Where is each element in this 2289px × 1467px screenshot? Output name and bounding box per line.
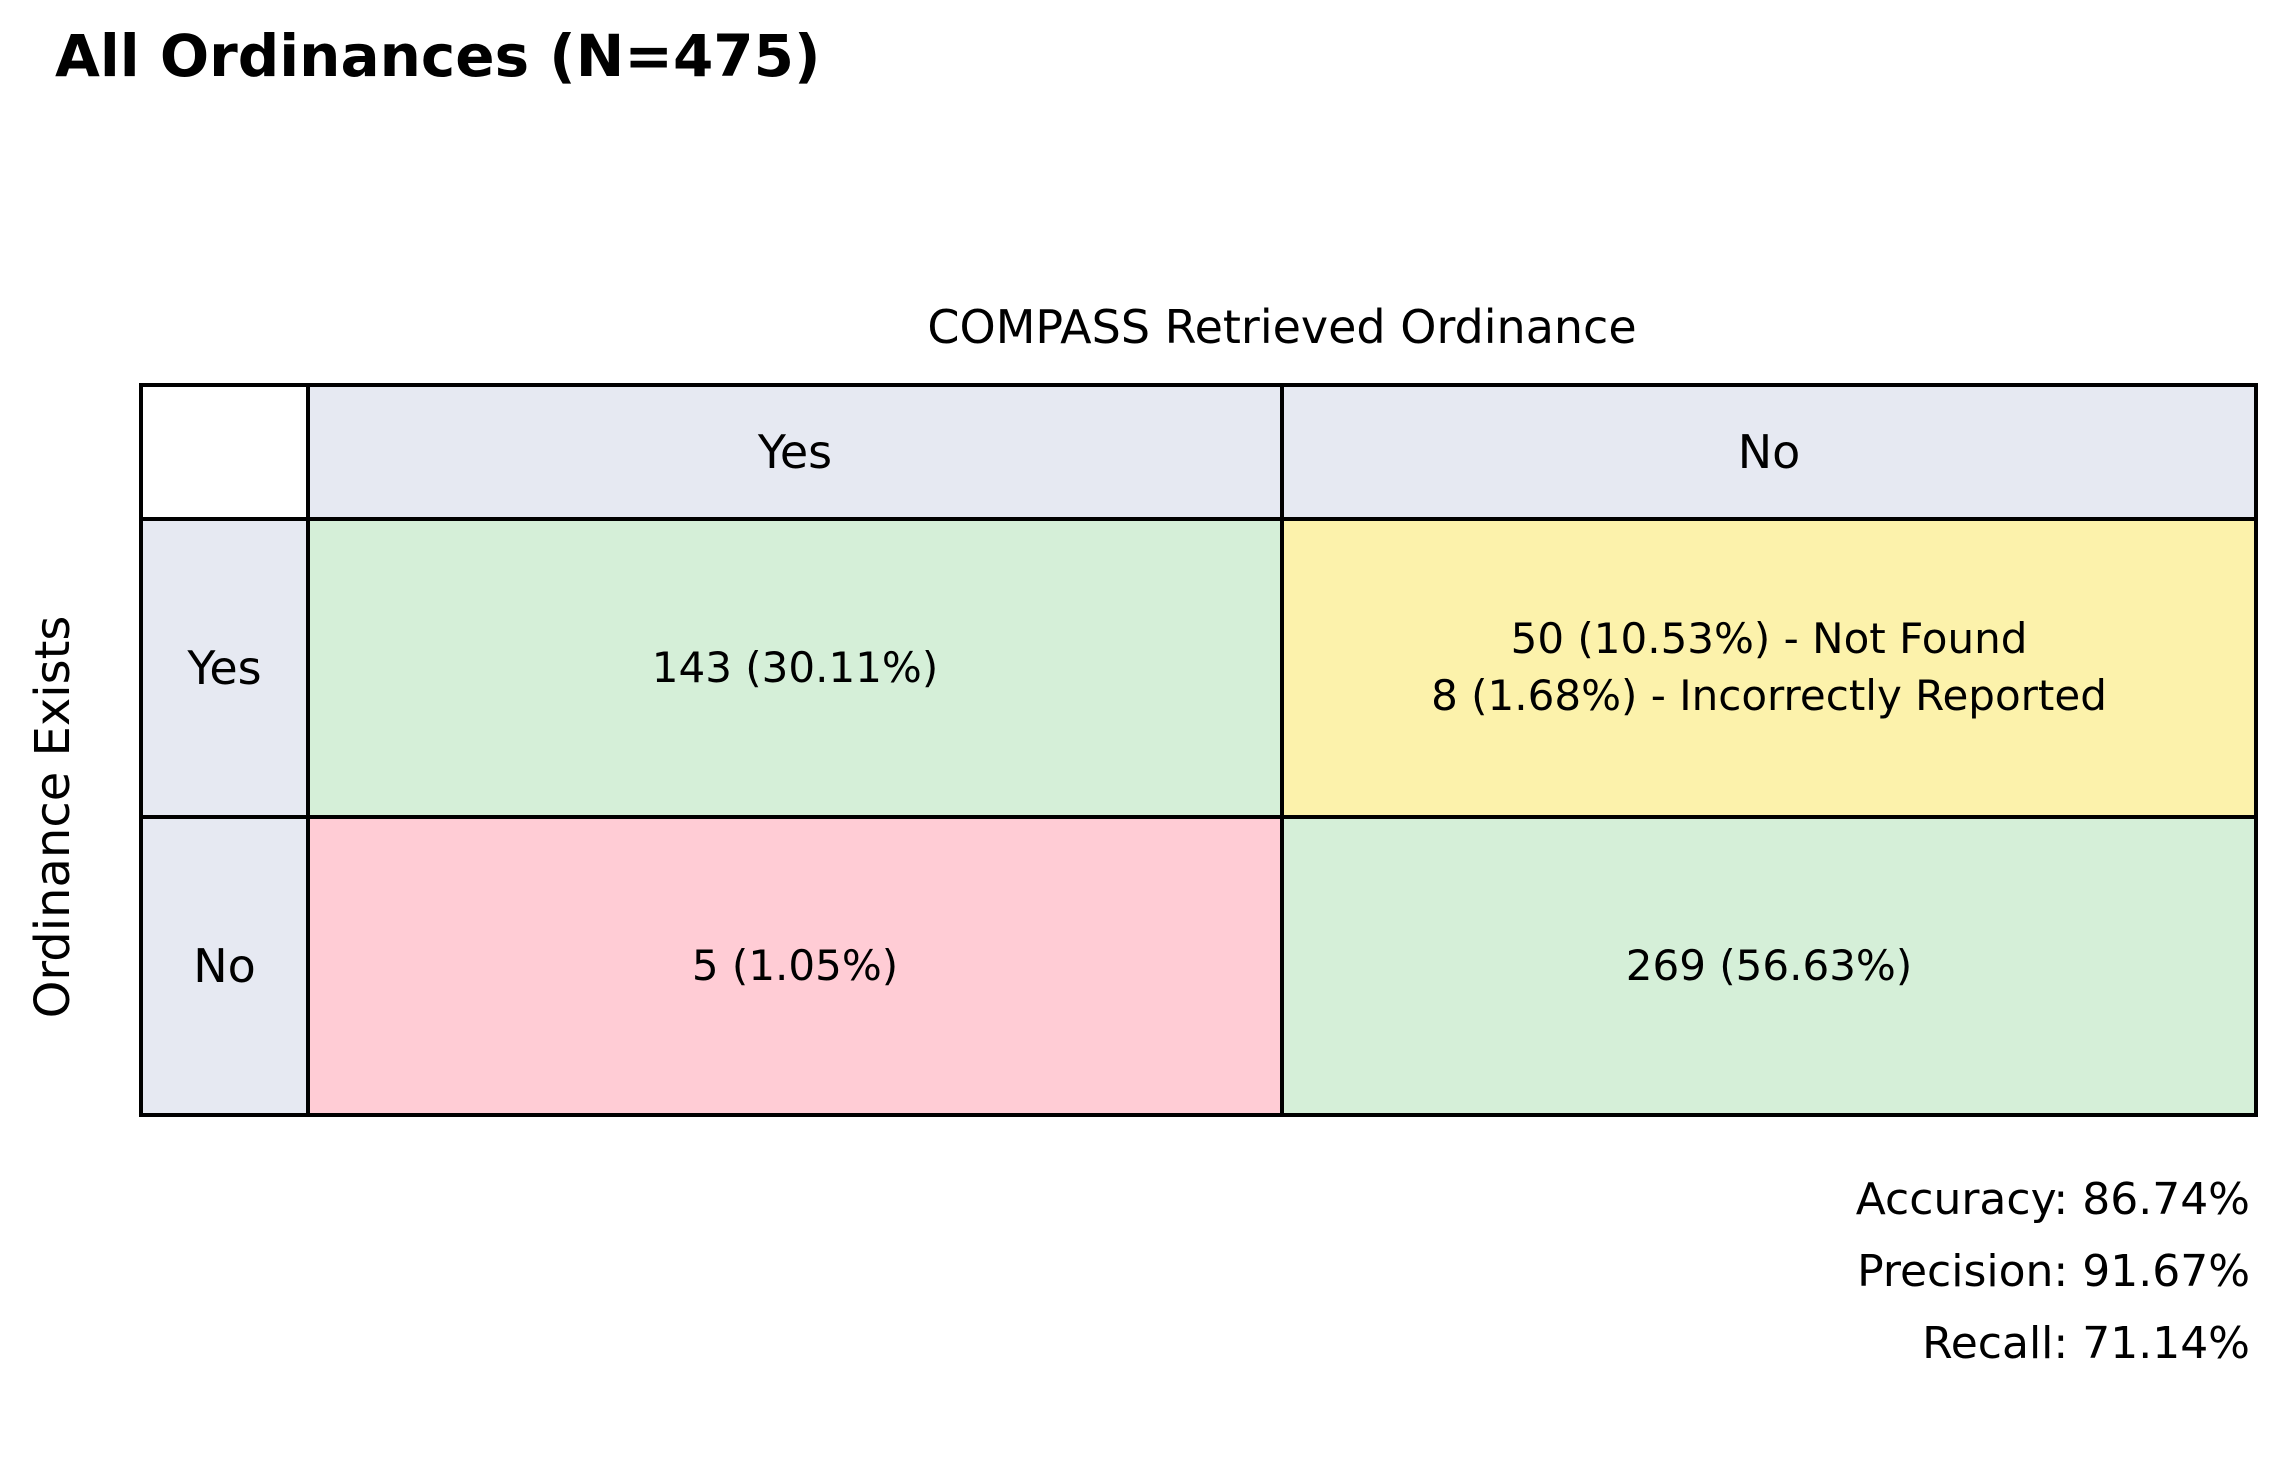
row-header-no: No xyxy=(143,819,306,1113)
metric-accuracy: Accuracy: 86.74% xyxy=(1855,1174,2250,1225)
cell-true-positive: 143 (30.11%) xyxy=(310,521,1280,815)
cell-false-positive-value: 5 (1.05%) xyxy=(691,940,899,990)
confusion-matrix-table: Yes No Yes 143 (30.11%) 50 (10.53%) - No… xyxy=(139,383,2258,1117)
cell-true-negative-value: 269 (56.63%) xyxy=(1625,940,1913,990)
cell-true-positive-value: 143 (30.11%) xyxy=(651,642,939,692)
metrics-block: Accuracy: 86.74% Precision: 91.67% Recal… xyxy=(1856,1164,2250,1380)
column-header-no: No xyxy=(1284,387,2254,517)
metric-precision: Precision: 91.67% xyxy=(1857,1246,2250,1297)
cell-false-negative-line-2: 8 (1.68%) - Incorrectly Reported xyxy=(1431,671,2107,720)
column-axis-title: COMPASS Retrieved Ordinance xyxy=(927,300,1637,354)
page-title: All Ordinances (N=475) xyxy=(55,22,821,90)
column-header-yes: Yes xyxy=(310,387,1280,517)
cell-false-positive: 5 (1.05%) xyxy=(310,819,1280,1113)
row-header-yes: Yes xyxy=(143,521,306,815)
cell-true-negative: 269 (56.63%) xyxy=(1284,819,2254,1113)
row-axis-title: Ordinance Exists xyxy=(25,615,81,1019)
cell-false-negative-line-1: 50 (10.53%) - Not Found xyxy=(1510,614,2028,664)
corner-cell xyxy=(143,387,306,517)
metric-recall: Recall: 71.14% xyxy=(1922,1318,2250,1369)
cell-false-negative: 50 (10.53%) - Not Found 8 (1.68%) - Inco… xyxy=(1284,521,2254,815)
